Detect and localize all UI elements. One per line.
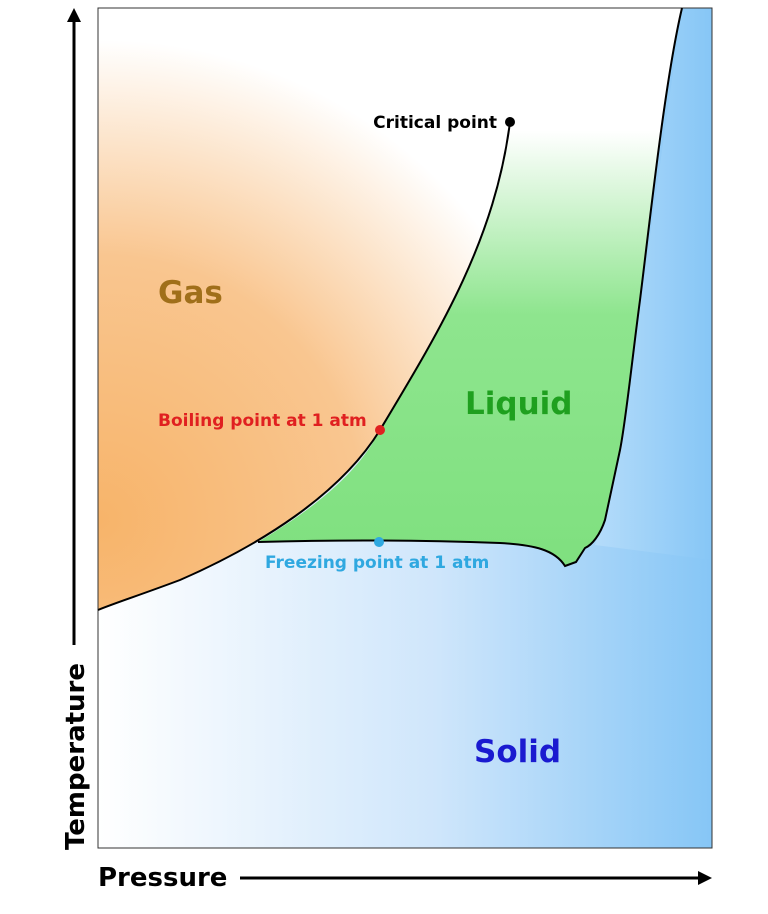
gas-label: Gas: [158, 275, 223, 311]
gas-region: [98, 8, 510, 610]
liquid-region: [258, 8, 682, 566]
boiling-point-marker: [375, 425, 385, 435]
y-axis: [67, 8, 81, 645]
y-axis-arrowhead: [67, 8, 81, 22]
critical-point-marker: [505, 117, 515, 127]
liquid-label: Liquid: [465, 386, 572, 422]
freezing-point-marker: [374, 537, 384, 547]
boiling-point-label: Boiling point at 1 atm: [158, 411, 367, 431]
x-axis-label: Pressure: [98, 863, 227, 893]
fusion-curve: [257, 7, 683, 568]
y-axis-label: Temperature: [61, 663, 91, 850]
critical-point-label: Critical point: [373, 113, 497, 133]
plot-frame: [97, 7, 713, 849]
solid-label: Solid: [474, 734, 561, 770]
freezing-point-label: Freezing point at 1 atm: [265, 553, 489, 573]
vaporization-curve: [97, 121, 511, 611]
x-axis-arrowhead: [698, 871, 712, 885]
x-axis: [240, 871, 712, 885]
